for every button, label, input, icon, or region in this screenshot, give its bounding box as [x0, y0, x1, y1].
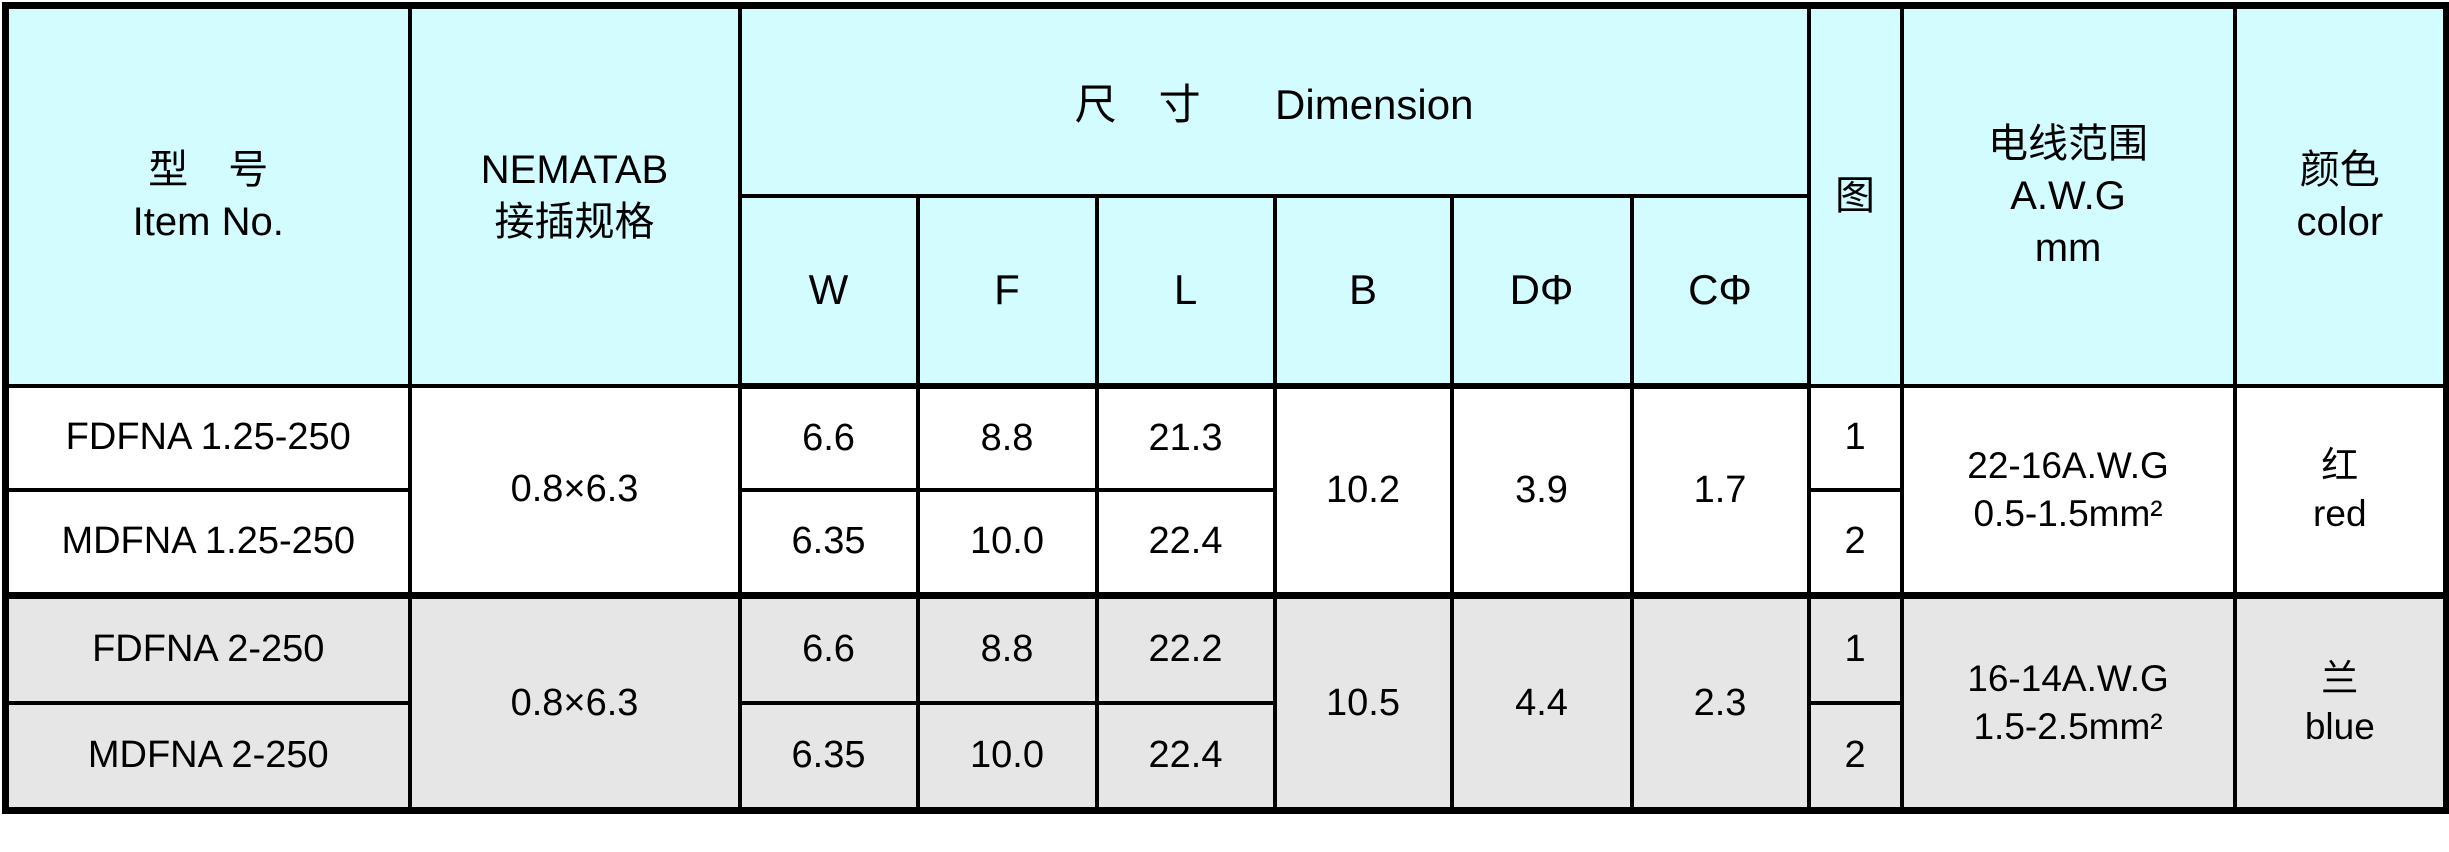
header-figure-label: 图 — [1835, 174, 1876, 219]
header-wire-range-line1: 电线范围 — [1988, 122, 2149, 167]
cell-dim-l: 22.2 — [1094, 592, 1277, 705]
table-row: FDFNA 2-250 0.8×6.3 6.6 8.8 22.2 10.5 4.… — [3, 592, 2449, 813]
header-dim-dphi: DΦ — [1449, 193, 1634, 389]
cell-figure: 1 — [1806, 383, 1904, 492]
table-row: MDFNA 1.25-250 6.35 10.0 22.4 2 — [3, 487, 2447, 598]
header-dim-b: B — [1272, 193, 1454, 389]
table-header: 型 号 Item No. NEMATAB 接插规格 尺 寸 Dimension … — [3, 3, 2449, 389]
cell-color: 兰 blue — [2232, 592, 2449, 813]
header-dimension-en: Dimension — [1275, 80, 1474, 128]
color-zh: 红 — [2321, 444, 2359, 486]
cell-tab-spec: 0.8×6.3 — [407, 383, 742, 598]
header-dimension-zh: 尺 寸 — [1074, 80, 1201, 128]
cell-dim-cphi: 2.3 — [1629, 592, 1811, 813]
header-figure: 图 — [1806, 3, 1904, 388]
header-dimension: 尺 寸 Dimension — [737, 3, 1811, 198]
wire-range-line1: 16-14A.W.G — [1967, 658, 2169, 699]
cell-wire-range: 22-16A.W.G 0.5-1.5mm² — [1899, 383, 2237, 598]
header-item-no: 型 号 Item No. — [3, 3, 412, 388]
cell-wire-range: 16-14A.W.G 1.5-2.5mm² — [1899, 592, 2237, 813]
color-en: blue — [2304, 706, 2375, 747]
cell-dim-f: 10.0 — [915, 700, 1099, 813]
header-dim-f: F — [915, 193, 1099, 389]
cell-dim-f: 10.0 — [915, 487, 1099, 598]
header-color: 颜色 color — [2232, 3, 2449, 388]
wire-range-line2: 1.5-2.5mm² — [1973, 706, 2163, 747]
wire-range-line2: 0.5-1.5mm² — [1973, 492, 2163, 534]
header-color-en: color — [2296, 200, 2384, 245]
header-nematab: NEMATAB 接插规格 — [407, 3, 742, 388]
wire-range-line1: 22-16A.W.G — [1967, 444, 2169, 486]
header-nematab-line2: 接插规格 — [494, 200, 655, 245]
header-dim-w: W — [737, 193, 920, 389]
cell-dim-b: 10.5 — [1272, 592, 1454, 813]
header-dim-l: L — [1094, 193, 1277, 389]
cell-dim-f: 8.8 — [915, 592, 1099, 705]
cell-figure: 2 — [1806, 700, 1904, 813]
cell-dim-dphi: 3.9 — [1449, 383, 1634, 598]
header-nematab-line1: NEMATAB — [480, 148, 669, 193]
cell-color: 红 red — [2232, 383, 2449, 598]
cell-item-no: FDFNA 2-250 — [3, 592, 412, 705]
cell-dim-w: 6.35 — [737, 487, 920, 598]
cell-dim-l: 22.4 — [1094, 700, 1277, 813]
cell-figure: 1 — [1806, 592, 1904, 705]
header-color-zh: 颜色 — [2299, 148, 2380, 193]
spec-table: 型 号 Item No. NEMATAB 接插规格 尺 寸 Dimension … — [2, 2, 2449, 814]
header-item-no-en: Item No. — [132, 200, 284, 245]
color-zh: 兰 — [2321, 658, 2359, 699]
cell-tab-spec: 0.8×6.3 — [407, 592, 742, 813]
cell-figure: 2 — [1806, 487, 1904, 598]
cell-dim-w: 6.35 — [737, 700, 920, 813]
cell-dim-l: 21.3 — [1094, 383, 1277, 492]
cell-dim-cphi: 1.7 — [1629, 383, 1811, 598]
cell-item-no: MDFNA 1.25-250 — [3, 487, 412, 598]
header-wire-range-line3: mm — [2034, 226, 2102, 271]
color-en: red — [2313, 492, 2367, 534]
header-item-no-zh: 型 号 — [148, 148, 269, 193]
header-wire-range-line2: A.W.G — [2010, 174, 2126, 219]
table-row: MDFNA 2-250 6.35 10.0 22.4 2 — [3, 700, 2447, 813]
cell-dim-dphi: 4.4 — [1449, 592, 1634, 813]
cell-item-no: MDFNA 2-250 — [3, 700, 412, 813]
cell-dim-b: 10.2 — [1272, 383, 1454, 598]
header-dim-cphi: CΦ — [1629, 193, 1811, 389]
cell-dim-l: 22.4 — [1094, 487, 1277, 598]
header-wire-range: 电线范围 A.W.G mm — [1899, 3, 2237, 388]
cell-item-no: FDFNA 1.25-250 — [3, 383, 412, 492]
cell-dim-f: 8.8 — [915, 383, 1099, 492]
cell-dim-w: 6.6 — [737, 383, 920, 492]
table-row: FDFNA 1.25-250 0.8×6.3 6.6 8.8 21.3 10.2… — [3, 383, 2449, 598]
cell-dim-w: 6.6 — [737, 592, 920, 705]
